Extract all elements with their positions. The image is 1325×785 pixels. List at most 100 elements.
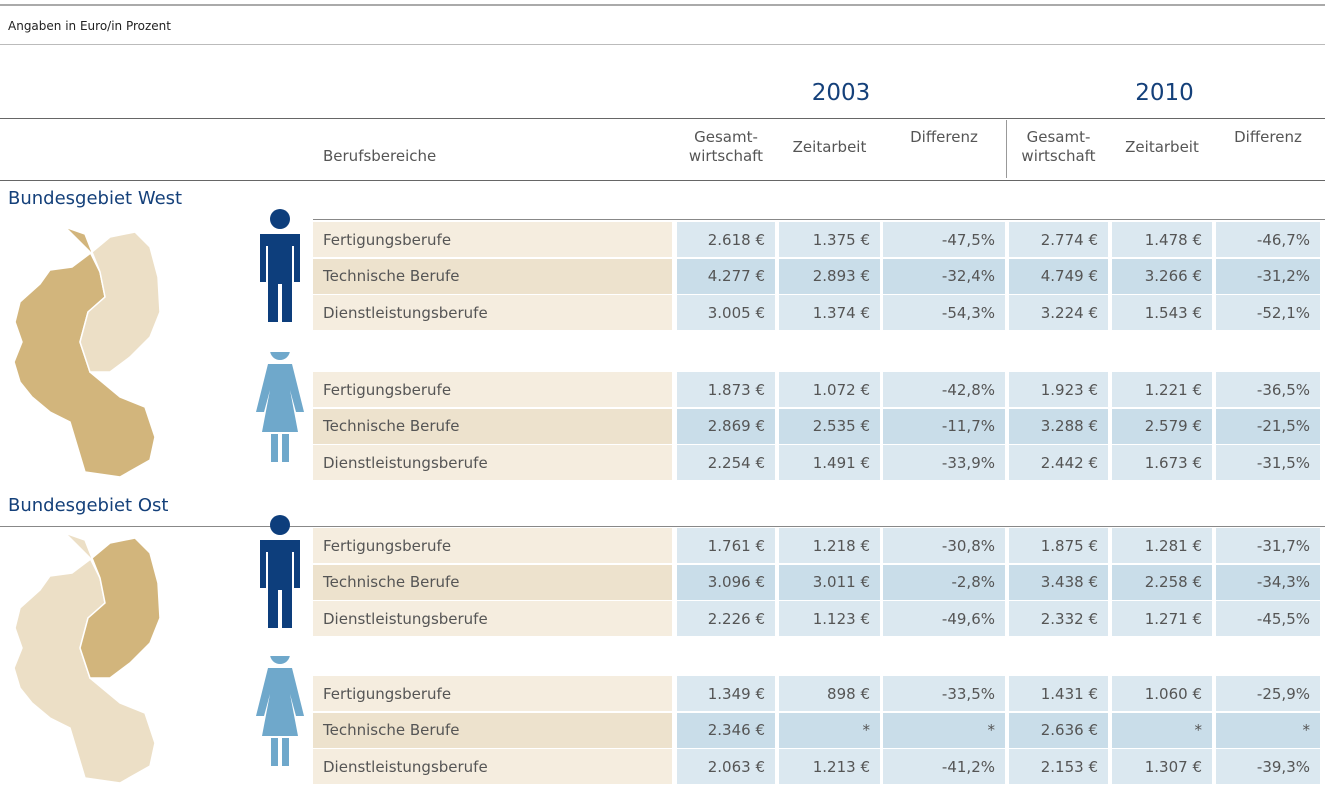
head: [270, 352, 290, 360]
value: 3.005 €: [677, 295, 775, 330]
value: -47,5%: [883, 222, 1005, 257]
row-label: Dienstleistungsberufe: [313, 295, 672, 330]
value: -39,3%: [1216, 749, 1320, 784]
value: -33,5%: [883, 676, 1005, 711]
row-label: Dienstleistungsberufe: [313, 601, 672, 636]
value: -45,5%: [1216, 601, 1320, 636]
map-east: [79, 537, 161, 679]
value: 1.271 €: [1112, 601, 1212, 636]
value: 1.478 €: [1112, 222, 1212, 257]
value: 1.060 €: [1112, 676, 1212, 711]
body: [260, 234, 300, 322]
value: *: [883, 712, 1005, 748]
value: 2.153 €: [1009, 749, 1108, 784]
value: -36,5%: [1216, 372, 1320, 407]
value: 1.072 €: [779, 372, 880, 407]
value: -32,4%: [883, 258, 1005, 294]
dress: [256, 668, 304, 736]
value: -54,3%: [883, 295, 1005, 330]
rule: [0, 44, 1325, 45]
value: 3.438 €: [1009, 564, 1108, 600]
column-header: Differenz: [910, 128, 978, 146]
female-icon: [256, 352, 304, 462]
legs: [271, 738, 289, 766]
value: -42,8%: [883, 372, 1005, 407]
value: 4.277 €: [677, 258, 775, 294]
value: 2.332 €: [1009, 601, 1108, 636]
value: 1.123 €: [779, 601, 880, 636]
value: -33,9%: [883, 445, 1005, 480]
separator: [1006, 120, 1007, 178]
male-icon: [260, 209, 300, 322]
legs: [271, 434, 289, 462]
value: -52,1%: [1216, 295, 1320, 330]
map-east: [79, 231, 161, 373]
row-label: Fertigungsberufe: [313, 676, 672, 711]
row-label: Technische Berufe: [313, 712, 672, 748]
value: 1.218 €: [779, 528, 880, 563]
head: [270, 515, 290, 535]
value: *: [1216, 712, 1320, 748]
value: -21,5%: [1216, 408, 1320, 444]
value: -25,9%: [1216, 676, 1320, 711]
value: 2.063 €: [677, 749, 775, 784]
head: [270, 209, 290, 229]
row-label: Fertigungsberufe: [313, 372, 672, 407]
value: 1.923 €: [1009, 372, 1108, 407]
value: 1.374 €: [779, 295, 880, 330]
value: 3.011 €: [779, 564, 880, 600]
rule: [0, 180, 1325, 181]
value: 2.869 €: [677, 408, 775, 444]
rule: [313, 219, 1325, 220]
map: [13, 532, 161, 784]
rule: [0, 526, 1325, 527]
value: 4.749 €: [1009, 258, 1108, 294]
column-header: Zeitarbeit: [1125, 138, 1199, 156]
column-header: Gesamt- wirtschaft: [688, 128, 764, 165]
note: Angaben in Euro/in Prozent: [8, 19, 171, 33]
value: -2,8%: [883, 564, 1005, 600]
value: 1.431 €: [1009, 676, 1108, 711]
value: 1.307 €: [1112, 749, 1212, 784]
value: 2.535 €: [779, 408, 880, 444]
map: [13, 226, 161, 478]
value: -41,2%: [883, 749, 1005, 784]
value: 1.761 €: [677, 528, 775, 563]
value: 898 €: [779, 676, 880, 711]
year: 2003: [811, 80, 871, 106]
row-label: Dienstleistungsberufe: [313, 445, 672, 480]
value: 2.893 €: [779, 258, 880, 294]
value: -31,2%: [1216, 258, 1320, 294]
value: 2.774 €: [1009, 222, 1108, 257]
row-label: Fertigungsberufe: [313, 528, 672, 563]
value: 1.221 €: [1112, 372, 1212, 407]
row-label: Dienstleistungsberufe: [313, 749, 672, 784]
column-header: Gesamt- wirtschaft: [1021, 128, 1096, 165]
value: 3.224 €: [1009, 295, 1108, 330]
value: 1.349 €: [677, 676, 775, 711]
value: -34,3%: [1216, 564, 1320, 600]
value: 2.254 €: [677, 445, 775, 480]
value: 1.543 €: [1112, 295, 1212, 330]
row-label: Fertigungsberufe: [313, 222, 672, 257]
top-rule: [0, 4, 1325, 6]
value: -46,7%: [1216, 222, 1320, 257]
value: -31,7%: [1216, 528, 1320, 563]
head: [270, 656, 290, 664]
value: 1.673 €: [1112, 445, 1212, 480]
value: 2.346 €: [677, 712, 775, 748]
value: 2.258 €: [1112, 564, 1212, 600]
value: 3.288 €: [1009, 408, 1108, 444]
value: -31,5%: [1216, 445, 1320, 480]
value: 3.266 €: [1112, 258, 1212, 294]
section-title: Bundesgebiet West: [8, 188, 183, 209]
column-header: Zeitarbeit: [792, 138, 867, 156]
value: 2.226 €: [677, 601, 775, 636]
value: -30,8%: [883, 528, 1005, 563]
female-icon: [256, 656, 304, 766]
value: -49,6%: [883, 601, 1005, 636]
value: 2.636 €: [1009, 712, 1108, 748]
value: 2.579 €: [1112, 408, 1212, 444]
value: 1.281 €: [1112, 528, 1212, 563]
value: -11,7%: [883, 408, 1005, 444]
